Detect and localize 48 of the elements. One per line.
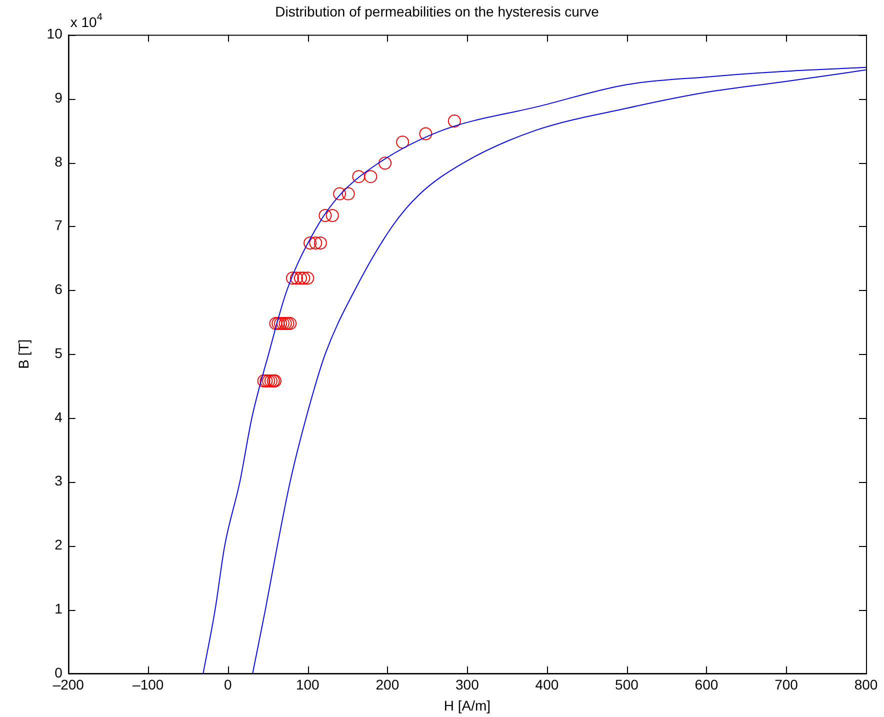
y-tick-label: 1 [54,600,63,616]
point [364,170,378,184]
x-tick-label: 700 [774,676,798,693]
y-tick-label: 3 [54,472,63,489]
x-tick-label: 200 [376,676,400,693]
point [294,272,307,285]
point [281,316,294,330]
point [284,316,297,330]
x-tick-label: –100 [132,676,164,693]
x-tick-label: 100 [296,676,320,693]
point [269,316,282,330]
x-tick-label: 500 [615,676,639,693]
x-tick-label: 800 [854,676,878,693]
x-tick-label: 0 [224,676,232,693]
point [286,272,300,285]
point [314,236,327,250]
y-tick-label: 7 [54,217,63,234]
point [301,272,314,285]
point [342,187,355,200]
point [352,170,366,184]
point [257,374,270,388]
point [318,209,332,222]
point [304,236,317,250]
point [448,114,461,128]
point [290,272,303,285]
point [309,236,322,250]
point [272,316,285,330]
y-tick-label: 5 [54,344,63,361]
point [297,272,310,285]
point [378,156,392,170]
y-tick-label: 10 [46,26,63,42]
y-tick-label: 4 [54,408,63,425]
chart-title: Distribution of permeabilities on the hysteresis curve [275,3,600,20]
y-axis-title: B [T] [15,339,32,369]
y-tick-label: 9 [54,90,63,106]
x-tick-label: 600 [694,676,718,693]
x-axis-title: H [A/m] [444,697,491,714]
point [333,187,346,200]
point [260,374,273,388]
point [278,316,292,330]
y-tick-label: 8 [54,153,63,170]
point [419,127,432,140]
y-tick-label: 2 [54,536,63,553]
point [396,136,410,149]
y-tick-label: 6 [54,281,63,298]
x-tick-label: 400 [535,676,559,693]
point [326,209,339,222]
x-tick-label: 300 [456,676,480,693]
